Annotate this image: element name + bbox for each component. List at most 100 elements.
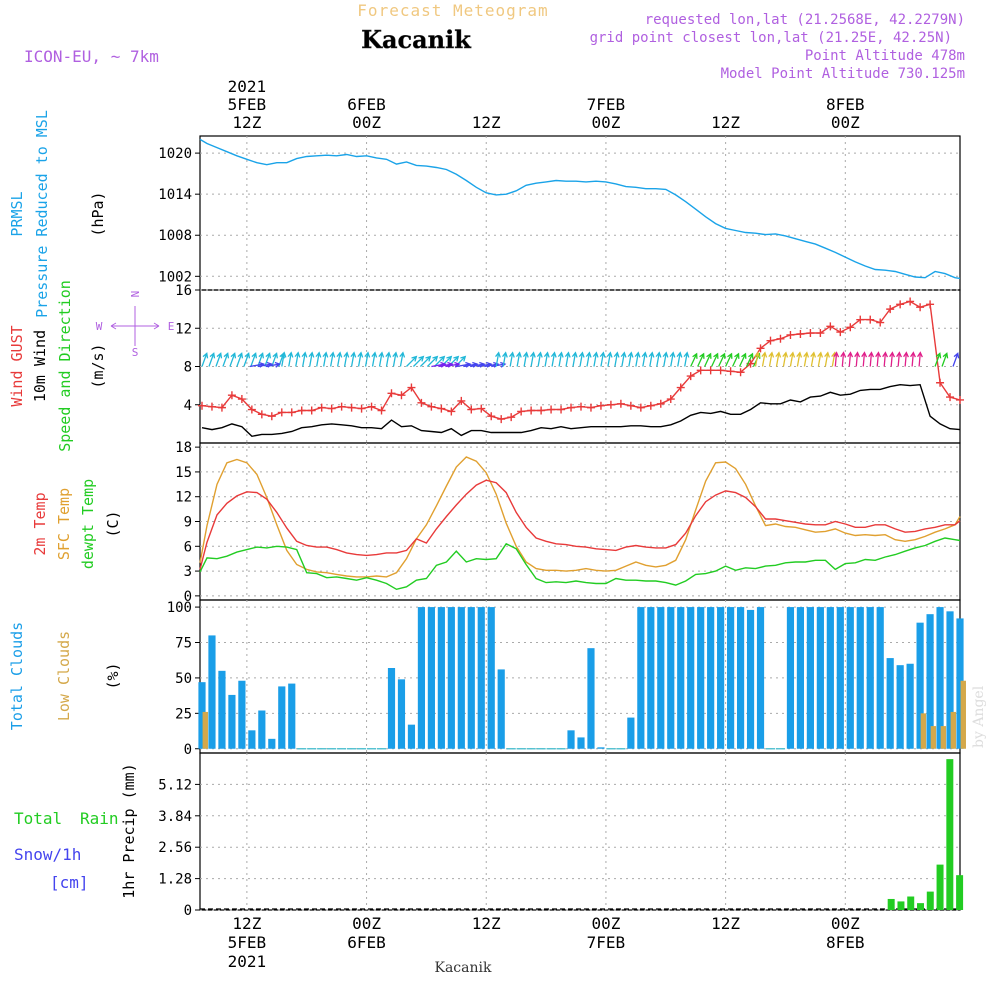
- total-cloud-bar: [457, 607, 465, 749]
- low-cloud-bar: [950, 711, 957, 749]
- wind-direction-arrow: [265, 361, 281, 368]
- wind-direction-arrow: [952, 352, 960, 367]
- bottom-time-label: 12Z: [711, 914, 740, 933]
- gust-point: [816, 329, 825, 338]
- wind-direction-arrow: [426, 355, 439, 367]
- wind-direction-arrow: [208, 352, 216, 367]
- wind-direction-arrow: [557, 351, 564, 367]
- wind-direction-arrow: [754, 351, 761, 367]
- total-cloud-bar: [387, 668, 396, 749]
- wind-direction-arrow: [343, 351, 350, 367]
- total-cloud-bar: [786, 607, 795, 749]
- top-time-label: 12Z: [711, 113, 740, 132]
- gust-point: [197, 401, 206, 410]
- gust-point: [676, 383, 685, 392]
- gust-point: [756, 344, 765, 353]
- wind-direction-arrow: [280, 351, 287, 367]
- wind-direction-arrow: [768, 351, 775, 367]
- low-cloud-bar: [960, 680, 966, 749]
- temperature-ytick-label: 6: [184, 539, 192, 555]
- total-cloud-bar: [667, 607, 675, 749]
- gust-point: [896, 300, 905, 309]
- gust-point: [387, 389, 396, 398]
- wind-direction-arrow: [697, 352, 705, 367]
- wind-direction-arrow: [229, 352, 237, 367]
- wind-direction-arrow: [412, 355, 425, 367]
- total-cloud-bar: [856, 607, 864, 749]
- wind-ytick-label: 8: [184, 360, 192, 376]
- rain-label: Rain: [80, 809, 119, 828]
- gust-point: [766, 336, 775, 345]
- gust-point: [337, 402, 346, 411]
- wind-ytick-label: 4: [184, 398, 192, 414]
- wind-direction-arrow: [315, 351, 322, 367]
- wind-direction-arrow: [564, 351, 571, 367]
- gust-point: [866, 315, 875, 324]
- wind-direction-arrow: [738, 352, 747, 367]
- wind-direction-arrow: [491, 361, 507, 368]
- temp-2m-label: 2m Temp: [31, 492, 49, 555]
- wind-direction-arrow: [371, 351, 378, 367]
- compass-e: E: [168, 320, 175, 333]
- wind-line: [201, 383, 961, 438]
- wind-direction-arrow: [522, 351, 529, 367]
- gust-point: [856, 315, 865, 324]
- total-cloud-bar: [467, 607, 475, 749]
- gust-point: [796, 329, 805, 338]
- precip-ytick-label: 2.56: [158, 840, 192, 856]
- gust-point: [547, 405, 556, 414]
- wind-direction-arrow: [578, 351, 585, 367]
- gust-point: [227, 391, 236, 400]
- wind-direction-arrow: [745, 352, 754, 367]
- total-cloud-bar: [687, 607, 695, 749]
- total-cloud-bar: [796, 607, 805, 749]
- bottom-date-label: 6FEB: [347, 933, 386, 952]
- gust-point: [646, 401, 655, 410]
- rain-bar: [946, 759, 954, 910]
- top-date-label: 7FEB: [587, 95, 626, 114]
- wind-direction-arrow: [215, 352, 223, 367]
- total-cloud-bar: [497, 669, 505, 749]
- wind-direction-arrow: [704, 352, 712, 367]
- gust-point: [237, 395, 246, 404]
- bottom-time-label: 00Z: [352, 914, 381, 933]
- wind-direction-arrow: [529, 351, 536, 367]
- wind-direction-arrow: [641, 351, 648, 367]
- gust-point: [207, 402, 216, 411]
- total-cloud-bar: [727, 607, 735, 749]
- bottom-time-label: 00Z: [831, 914, 860, 933]
- rain-bar: [887, 898, 895, 910]
- gust-point: [666, 395, 675, 404]
- wind-direction-arrow: [405, 355, 418, 367]
- wind-direction-arrow: [824, 351, 830, 367]
- wind-direction-arrow: [711, 352, 719, 367]
- wind-direction-arrow: [910, 351, 916, 367]
- bottom-date-label: 5FEB: [228, 933, 267, 952]
- wind-direction-arrow: [840, 351, 847, 367]
- wind-direction-arrow: [599, 351, 606, 367]
- gust-point: [377, 406, 386, 415]
- precip-ytick-label: 1.28: [158, 872, 192, 888]
- product-title: Forecast Meteogram: [357, 1, 548, 20]
- wind-direction-arrow: [810, 351, 817, 367]
- wind-direction-arrow: [917, 351, 923, 367]
- gust-point: [527, 406, 536, 415]
- wind-direction-arrow: [882, 351, 889, 367]
- total-cloud-bar: [228, 694, 236, 749]
- top-time-label: 12Z: [232, 113, 261, 132]
- gust-point: [347, 403, 356, 412]
- gust-point: [776, 334, 785, 343]
- point-altitude: Point Altitude 478m: [805, 48, 965, 64]
- gust-point: [417, 398, 426, 407]
- wind-direction-arrow: [683, 351, 690, 367]
- gust-point: [726, 367, 735, 376]
- top-time-label: 00Z: [352, 113, 381, 132]
- bottom-date-label: 7FEB: [587, 933, 626, 952]
- gust-point: [507, 413, 516, 422]
- snow-label: Snow/1h: [14, 845, 81, 864]
- total-cloud-bar: [707, 607, 715, 749]
- total-cloud-bar: [417, 607, 426, 749]
- gust-point: [906, 297, 915, 306]
- total-cloud-bar: [397, 679, 406, 749]
